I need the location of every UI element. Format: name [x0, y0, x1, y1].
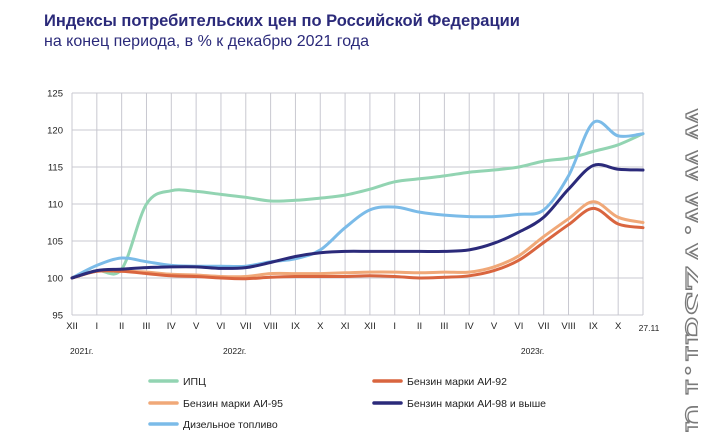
x-tick-label: X: [317, 321, 324, 332]
x-tick-label: VI: [216, 321, 225, 332]
chart-subtitle: на конец периода, в % к декабрю 2021 год…: [44, 33, 370, 50]
y-tick-label: 100: [47, 274, 63, 285]
series-line-2: [70, 119, 645, 280]
x-tick-label: VII: [240, 321, 252, 332]
x-tick-label: IX: [589, 321, 599, 332]
x-tick-label: II: [119, 321, 124, 332]
y-tick-label: 120: [47, 126, 63, 137]
y-tick-label: 95: [52, 311, 63, 322]
x-tick-label: IV: [465, 321, 475, 332]
watermark: www.vzsar.ru: [676, 103, 698, 433]
x-tick-label: 27.11: [639, 323, 660, 333]
x-tick-label: II: [417, 321, 422, 332]
x-tick-label: V: [193, 321, 200, 332]
series-line-4: [70, 163, 645, 280]
x-axis: XII I II III IV V VI VII VIII IX X XI XII I II III IV V VI…: [66, 321, 659, 356]
y-tick-label: 110: [48, 200, 63, 211]
legend-label: Бензин марки АИ-95: [183, 398, 283, 410]
chart-title: Индексы потребительских цен по Российско…: [44, 12, 520, 30]
year-label: 2022г.: [223, 346, 246, 356]
x-tick-label: XII: [364, 321, 376, 332]
x-tick-label: XII: [66, 321, 78, 332]
x-tick-label: X: [615, 321, 622, 332]
series-lines: [70, 119, 645, 281]
x-tick-label: IV: [167, 321, 177, 332]
y-tick-label: 125: [47, 89, 63, 100]
x-tick-label: V: [491, 321, 498, 332]
legend-label: Бензин марки АИ-92: [407, 376, 507, 388]
legend-label: ИПЦ: [183, 376, 206, 388]
y-axis: 95 100 105 110 115 120 125: [47, 89, 63, 322]
x-tick-label: VIII: [561, 321, 575, 332]
year-label: 2023г.: [521, 346, 544, 356]
y-tick-label: 115: [48, 163, 63, 174]
series-line-3: [70, 206, 645, 281]
series-line-0: [70, 132, 645, 280]
legend-label: Дизельное топливо: [183, 419, 278, 431]
series-line-1: [70, 200, 645, 280]
x-tick-label: VI: [514, 321, 523, 332]
x-tick-label: VIII: [263, 321, 277, 332]
x-tick-label: III: [440, 321, 448, 332]
watermark-text: www.vzsar.ru: [677, 103, 698, 433]
legend-label: Бензин марки АИ-98 и выше: [407, 398, 546, 410]
y-tick-label: 105: [47, 237, 63, 248]
legend: ИПЦ Бензин марки АИ-95 Дизельное топливо Бе…: [148, 376, 546, 431]
x-tick-label: XI: [341, 321, 350, 332]
year-label: 2021г.: [70, 346, 93, 356]
x-tick-label: VII: [538, 321, 550, 332]
x-tick-label: I: [96, 321, 99, 332]
x-tick-label: I: [393, 321, 396, 332]
x-tick-label: III: [143, 321, 151, 332]
x-tick-label: IX: [291, 321, 301, 332]
